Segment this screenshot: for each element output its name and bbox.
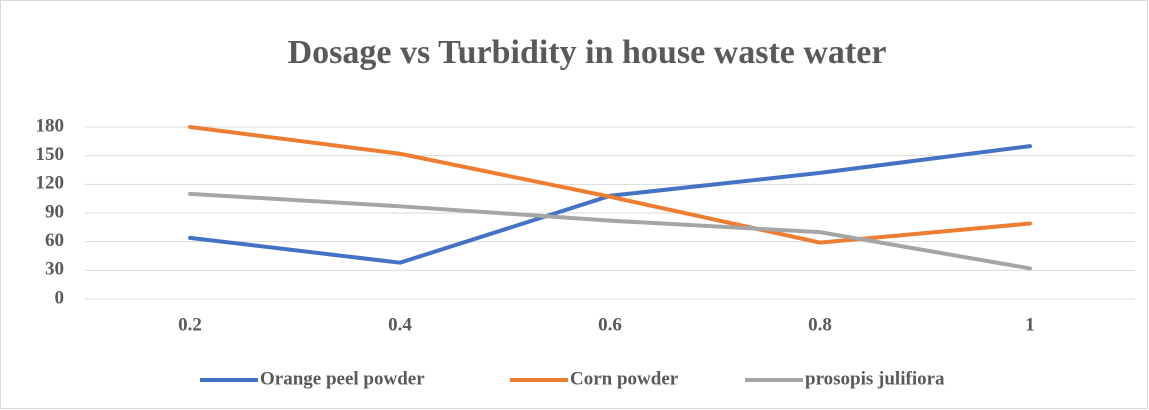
- y-tick-label: 90: [45, 201, 64, 222]
- x-tick-label: 0.8: [808, 314, 832, 335]
- series-line: [188, 125, 1032, 245]
- y-tick-label: 180: [36, 115, 65, 136]
- chart-title: Dosage vs Turbidity in house waste water: [288, 34, 887, 71]
- y-tick-label: 120: [36, 173, 65, 194]
- series-line: [188, 191, 1032, 271]
- x-tick-label: 0.2: [178, 314, 202, 335]
- legend-label: prosopis julifiora: [805, 368, 945, 389]
- x-tick-label: 1: [1025, 314, 1035, 335]
- x-tick-label: 0.6: [598, 314, 622, 335]
- y-tick-label: 30: [45, 259, 64, 280]
- y-tick-label: 150: [36, 144, 65, 165]
- y-tick-label: 60: [45, 230, 64, 251]
- legend-label: Corn powder: [570, 368, 679, 389]
- legend-label: Orange peel powder: [260, 368, 425, 389]
- y-tick-label: 0: [55, 287, 65, 308]
- x-tick-label: 0.4: [388, 314, 412, 335]
